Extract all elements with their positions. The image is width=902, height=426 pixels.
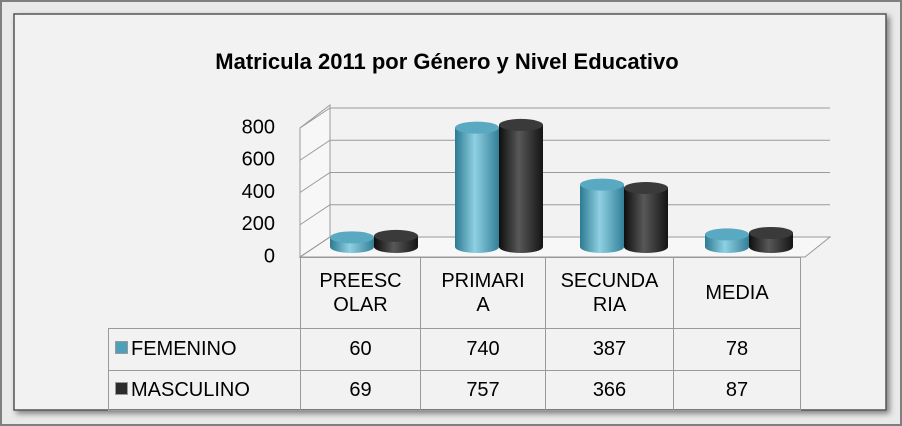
table-value: 757	[420, 370, 546, 411]
table-row: FEMENINO 60 740 387 78	[108, 328, 801, 371]
category-label: SECUNDARIA	[545, 257, 674, 329]
table-value: 78	[673, 328, 801, 371]
cylinder	[330, 231, 374, 253]
cylinder	[705, 228, 749, 253]
cylinder-top	[455, 121, 499, 134]
cylinder-body	[455, 127, 499, 253]
cylinder-body	[499, 124, 543, 253]
cylinder-top	[749, 226, 793, 239]
category-label: PREESCOLAR	[300, 257, 421, 329]
legend-label: FEMENINO	[131, 338, 237, 360]
table-value: 60	[300, 328, 421, 371]
cylinder-body	[580, 184, 624, 253]
category-label: MEDIA	[673, 257, 801, 329]
cylinder-top	[330, 231, 374, 244]
cylinder-top	[580, 178, 624, 191]
cylinder-top	[499, 118, 543, 131]
table-header-row: PREESCOLAR PRIMARIA SECUNDARIA MEDIA	[109, 257, 801, 329]
cylinder	[499, 118, 543, 253]
table-value: 366	[545, 370, 674, 411]
grid-line	[299, 172, 830, 193]
table-value: 387	[545, 328, 674, 371]
legend-key	[115, 382, 128, 395]
legend-cell: MASCULINO	[108, 370, 301, 411]
table-value: 69	[300, 370, 421, 411]
legend-key	[115, 341, 128, 354]
cylinder	[624, 181, 668, 253]
y-tick-label: 800	[242, 116, 275, 138]
side-wall	[299, 103, 331, 258]
y-tick-label: 200	[242, 213, 275, 235]
table-value: 87	[673, 370, 801, 411]
cylinder-body	[624, 187, 668, 253]
cylinder-top	[624, 181, 668, 194]
category-label: PRIMARIA	[420, 257, 546, 329]
table-corner	[109, 258, 301, 329]
y-tick-label: 0	[264, 245, 275, 267]
data-table: PREESCOLAR PRIMARIA SECUNDARIA MEDIA FEMENIN…	[108, 257, 801, 411]
grid-line	[299, 107, 830, 129]
table-value: 740	[420, 328, 546, 371]
cylinder	[580, 178, 624, 253]
cylinder-top	[705, 228, 749, 241]
y-tick-label: 400	[242, 181, 275, 203]
table-row: MASCULINO 69 757 366 87	[108, 370, 801, 411]
cylinder	[374, 229, 418, 253]
cylinder	[455, 121, 499, 253]
legend-cell: FEMENINO	[108, 328, 301, 371]
y-tick-label: 600	[242, 149, 275, 171]
grid-line	[299, 139, 830, 161]
legend-label: MASCULINO	[131, 379, 250, 401]
chart-title: Matricula 2011 por Género y Nivel Educat…	[215, 49, 678, 74]
cylinder	[749, 226, 793, 253]
cylinder-top	[374, 229, 418, 242]
